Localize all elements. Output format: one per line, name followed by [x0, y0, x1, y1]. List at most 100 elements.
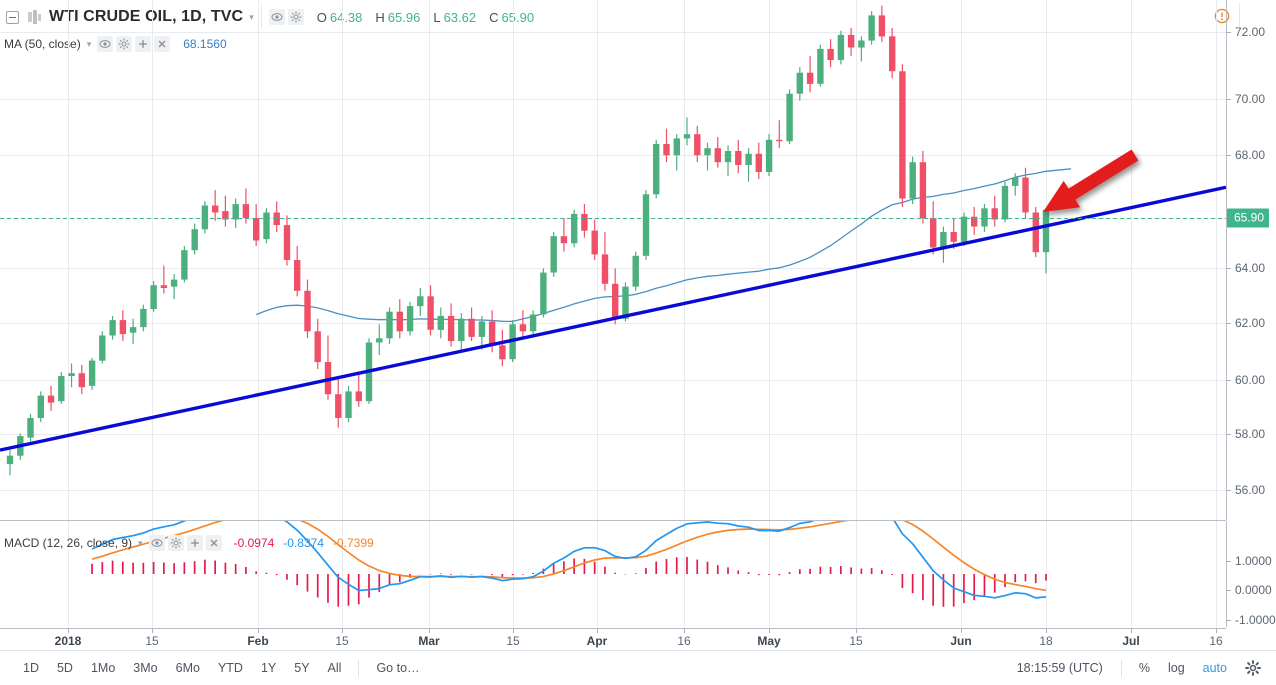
time-axis-tick [1131, 628, 1132, 633]
current-price-badge: 65.90 [1227, 208, 1270, 228]
log-scale-button[interactable]: log [1167, 661, 1185, 675]
chart-legend-main: WTI CRUDE OIL, 1D, TVC ▾ O 64.38 H 65.96… [0, 6, 547, 28]
macd-chart-svg [68, 521, 1217, 627]
range-button-1y[interactable]: 1Y [260, 661, 277, 675]
close-icon[interactable] [154, 36, 171, 52]
time-axis-label: Jul [1122, 634, 1140, 648]
time-axis-label: 15 [849, 634, 863, 648]
ma-caret-icon[interactable]: ▾ [86, 38, 92, 49]
eye-icon[interactable] [148, 535, 165, 551]
gear-icon[interactable] [287, 9, 304, 25]
time-axis-line [0, 628, 1226, 629]
macd-hist-value: -0.0974 [233, 536, 275, 550]
time-axis-tick [597, 628, 598, 633]
time-axis-tick [961, 628, 962, 633]
time-axis-tick [429, 628, 430, 633]
eye-icon[interactable] [97, 36, 114, 52]
time-axis-label: Mar [418, 634, 440, 648]
price-axis-tick [1226, 380, 1231, 381]
clock-label[interactable]: 18:15:59 (UTC) [1016, 661, 1103, 675]
ma-label[interactable]: MA (50, close) [4, 37, 81, 51]
toolbar-right: 18:15:59 (UTC) % log auto [1007, 657, 1276, 679]
time-axis-tick [1046, 628, 1047, 633]
pane-divider [0, 520, 1226, 521]
range-button-3mo[interactable]: 3Mo [133, 661, 158, 675]
macd-axis-tick [1226, 620, 1231, 621]
bottom-toolbar: 1D 5D 1Mo 3Mo 6Mo YTD 1Y 5Y All Go to… 18:15:59 … [0, 650, 1276, 685]
price-chart-pane[interactable] [0, 0, 1226, 520]
price-axis-tick [1226, 268, 1231, 269]
time-axis-tick [342, 628, 343, 633]
price-axis-label: 64.00 [1235, 261, 1266, 275]
macd-legend: MACD (12, 26, close, 9) ▾ -0.0974 -0.837… [4, 535, 374, 551]
time-axis-label: 15 [506, 634, 520, 648]
gear-icon[interactable] [116, 36, 133, 52]
time-axis[interactable]: 2018 15 Feb 15 Mar 15 Apr 16 May 15 Jun 18 Jul 16 [0, 628, 1276, 650]
price-axis-tick [1226, 32, 1231, 33]
macd-axis-label: 0.0000 [1235, 583, 1272, 597]
toolbar-divider [358, 659, 360, 677]
gear-icon[interactable] [1242, 657, 1264, 679]
macd-axis[interactable]: 1.0000 0.0000 -1.0000 [1226, 521, 1276, 627]
macd-chart-pane[interactable] [0, 521, 1226, 627]
price-axis-tick [1226, 155, 1231, 156]
price-axis[interactable]: 72.00 70.00 68.00 64.00 62.00 60.00 58.00 56.00… [1226, 0, 1276, 520]
price-axis-tick [1226, 323, 1231, 324]
macd-line-value: -0.8374 [283, 536, 324, 550]
time-axis-tick [152, 628, 153, 633]
range-button-all[interactable]: All [327, 661, 342, 675]
go-to-button[interactable]: Go to… [376, 661, 420, 675]
ohlc-open-label: O [316, 9, 327, 25]
time-axis-label: Apr [586, 634, 608, 648]
range-button-1d[interactable]: 1D [23, 661, 39, 675]
time-axis-tick [856, 628, 857, 633]
macd-axis-line [1226, 521, 1227, 627]
price-axis-label: 60.00 [1235, 373, 1266, 387]
time-axis-label: Feb [247, 634, 269, 648]
gear-icon[interactable] [167, 535, 184, 551]
close-icon[interactable] [205, 535, 222, 551]
time-axis-label: 15 [145, 634, 159, 648]
range-button-1mo[interactable]: 1Mo [90, 661, 116, 675]
macd-axis-tick [1226, 561, 1231, 562]
chart-legend-ma: MA (50, close) ▾ 68.1560 [0, 33, 227, 55]
time-axis-label: 18 [1039, 634, 1053, 648]
macd-caret-icon[interactable]: ▾ [138, 537, 143, 548]
time-axis-label: Jun [950, 634, 972, 648]
ohlc-values: O 64.38 H 65.96 L 63.62 C 65.90 [317, 10, 547, 25]
price-axis-label: 56.00 [1235, 483, 1266, 497]
price-axis-tick [1226, 490, 1231, 491]
price-axis-line [1226, 0, 1227, 520]
warning-circle-icon[interactable] [1214, 8, 1230, 24]
macd-title[interactable]: MACD (12, 26, close, 9) [4, 536, 133, 550]
time-axis-label: May [757, 634, 781, 648]
header-divider [1239, 3, 1240, 27]
time-axis-tick [1216, 628, 1217, 633]
macd-signal-value: -0.7399 [332, 536, 374, 550]
range-button-5y[interactable]: 5Y [294, 661, 310, 675]
plus-icon[interactable] [186, 535, 203, 551]
price-axis-tick [1226, 434, 1231, 435]
eye-icon[interactable] [268, 9, 285, 25]
range-button-ytd[interactable]: YTD [217, 661, 243, 675]
ohlc-high: H 65.96 [375, 10, 420, 25]
ohlc-close-label: C [489, 9, 499, 25]
toolbar-divider-2 [1120, 659, 1122, 677]
symbol-title[interactable]: WTI CRUDE OIL, 1D, TVC [49, 8, 244, 25]
price-axis-label: 72.00 [1235, 25, 1266, 39]
plus-icon[interactable] [135, 36, 152, 52]
range-button-6mo[interactable]: 6Mo [175, 661, 200, 675]
symbol-caret-icon[interactable]: ▾ [249, 11, 254, 22]
range-buttons: 1D 5D 1Mo 3Mo 6Mo YTD 1Y 5Y All [0, 657, 350, 679]
auto-scale-button[interactable]: auto [1202, 661, 1227, 675]
ohlc-low-value: 63.62 [443, 9, 477, 25]
ohlc-close-value: 65.90 [501, 9, 535, 25]
candlestick-type-icon[interactable] [27, 10, 41, 24]
ohlc-low-label: L [433, 9, 441, 25]
price-axis-label: 58.00 [1235, 427, 1266, 441]
range-button-5d[interactable]: 5D [56, 661, 73, 675]
time-axis-label: 2018 [54, 634, 82, 648]
percent-scale-button[interactable]: % [1138, 661, 1150, 675]
collapse-box-icon[interactable] [6, 10, 19, 24]
